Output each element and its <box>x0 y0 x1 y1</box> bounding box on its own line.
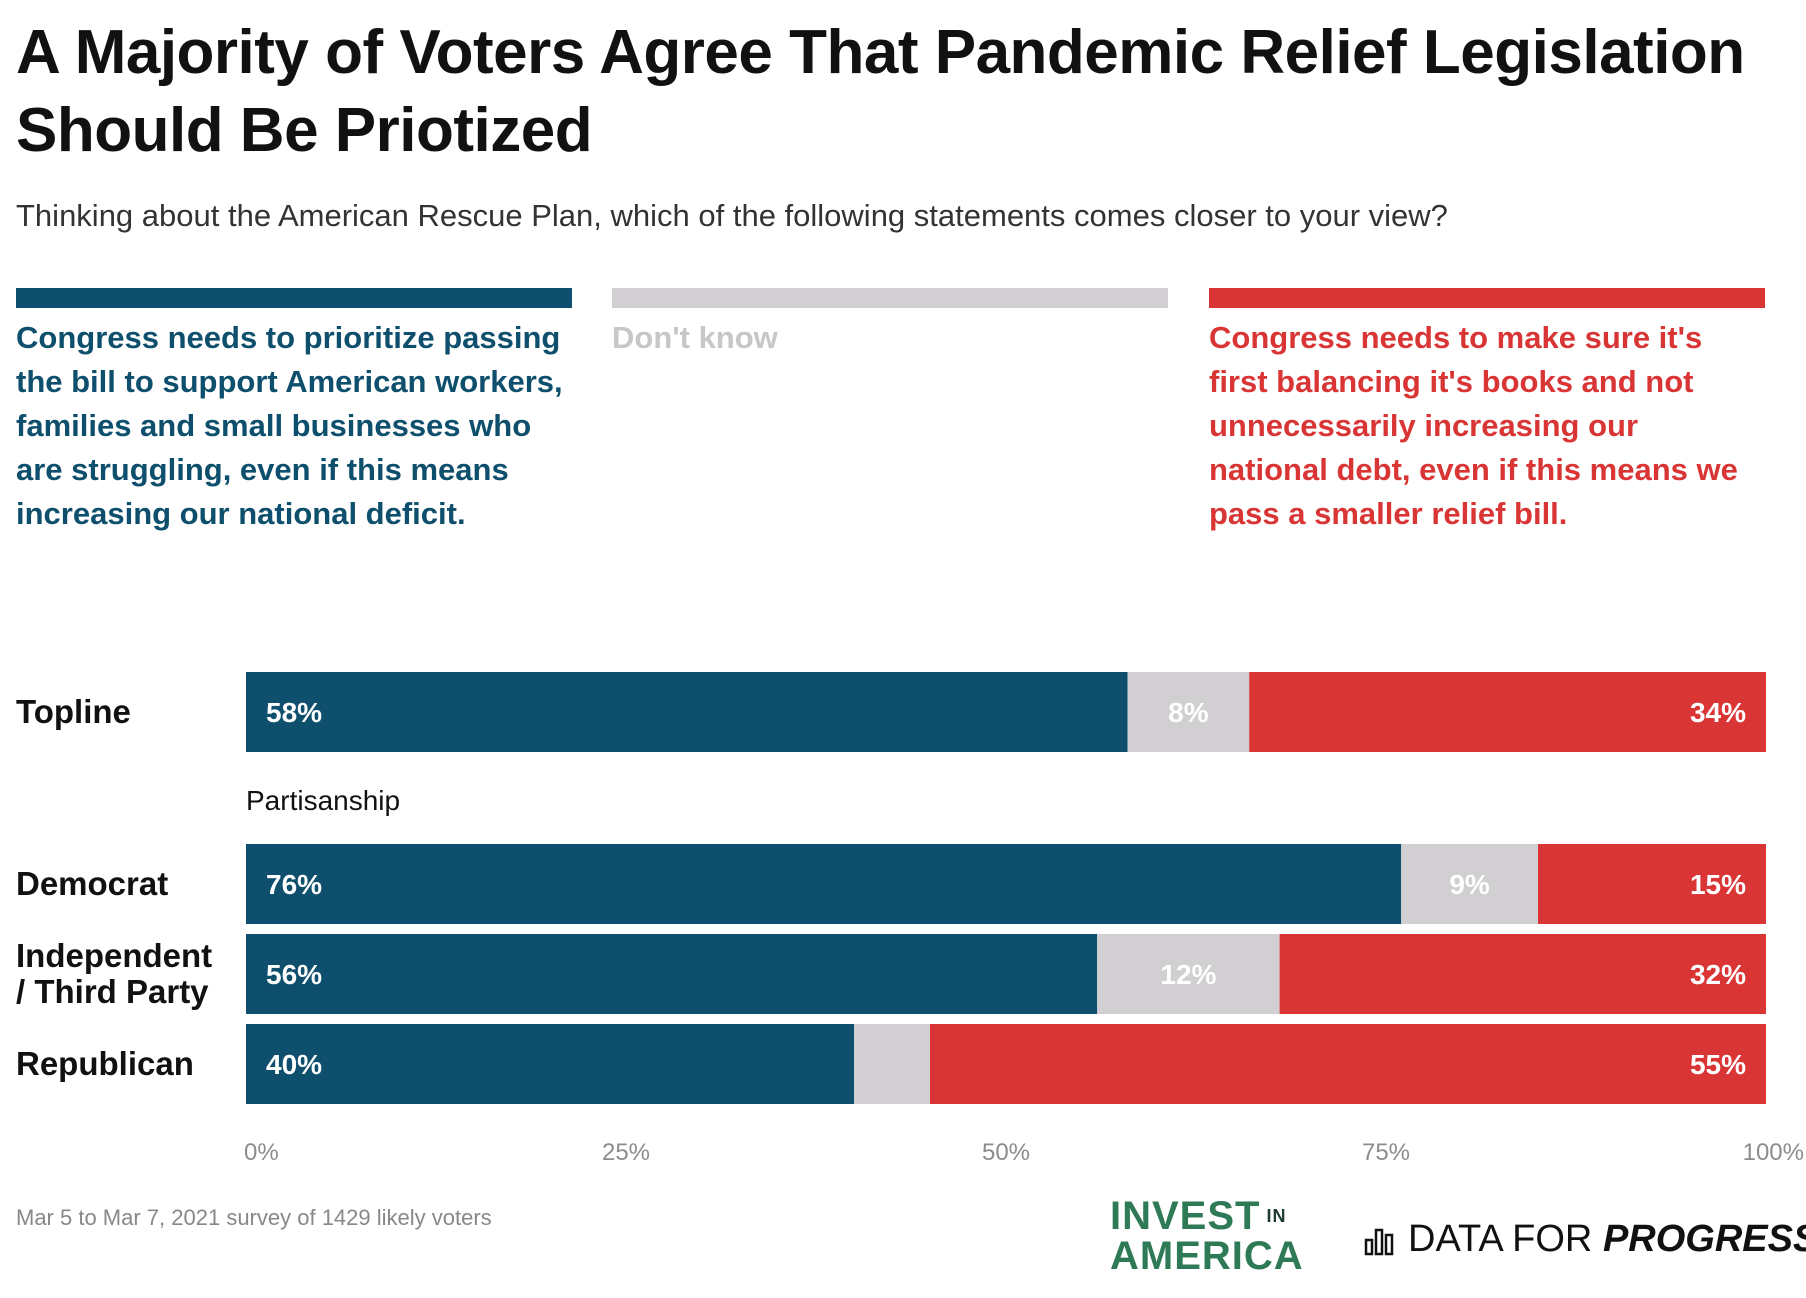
row-label-independent-line1: Independent <box>16 937 213 974</box>
bar-republican-prioritize <box>246 1024 854 1104</box>
bar-democrat-balance <box>1538 844 1766 924</box>
chart-subtitle: Thinking about the American Rescue Plan,… <box>16 198 1448 233</box>
value-label-independent-balance: 32% <box>1690 959 1746 990</box>
value-label-topline-balance: 34% <box>1690 697 1746 728</box>
x-tick-label: 0% <box>244 1139 279 1166</box>
value-label-republican-prioritize: 40% <box>266 1049 322 1080</box>
bar-independent-dont-know <box>1097 934 1280 1014</box>
value-label-democrat-balance: 15% <box>1690 869 1746 900</box>
value-label-independent-dont-know: 12% <box>1160 959 1216 990</box>
bar-democrat-dont-know <box>1401 844 1538 924</box>
bar-topline-dont-know <box>1127 672 1250 752</box>
legend-dont-know: Don't know <box>612 288 1168 360</box>
legend-label-balance: Congress needs to make sure it's first b… <box>1209 320 1738 531</box>
value-label-republican-balance: 55% <box>1690 1049 1746 1080</box>
legend-balance: Congress needs to make sure it's first b… <box>1209 288 1765 536</box>
invest-logo-in: IN <box>1266 1206 1287 1226</box>
invest-logo-america: AMERICA <box>1110 1234 1304 1278</box>
x-tick-label: 75% <box>1362 1139 1410 1166</box>
value-label-independent-prioritize: 56% <box>266 959 322 990</box>
legend-swatch-balance <box>1209 288 1765 308</box>
x-tick-label: 50% <box>982 1139 1030 1166</box>
legend-prioritize: Congress needs to prioritize passing the… <box>16 288 572 536</box>
bar-topline-balance <box>1249 672 1766 752</box>
x-tick-label: 100% <box>1743 1139 1804 1166</box>
value-label-topline-prioritize: 58% <box>266 697 322 728</box>
row-label-topline: Topline <box>16 693 131 730</box>
data-for-progress-logo: DATA FOR PROGRESS <box>1364 1218 1806 1261</box>
bar-independent-balance <box>1279 934 1766 1014</box>
row-label-independent-line2: / Third Party <box>16 973 209 1010</box>
bar-independent-prioritize <box>246 934 1098 1014</box>
group-label-partisanship: Partisanship <box>246 785 401 816</box>
invest-logo-word: INVEST <box>1110 1194 1261 1238</box>
row-label-democrat: Democrat <box>16 865 169 902</box>
row-label-independent: Independent / Third Party <box>16 938 212 1010</box>
dfp-logo-regular: DATA FOR <box>1408 1218 1593 1260</box>
bar-democrat-prioritize <box>246 844 1402 924</box>
value-label-democrat-dont-know: 9% <box>1449 869 1490 900</box>
bar-republican-dont-know <box>854 1024 930 1104</box>
invest-in-america-logo: INVEST IN AMERICA <box>1110 1196 1304 1276</box>
chart-title: A Majority of Voters Agree That Pandemic… <box>16 18 1745 165</box>
bar-chart-icon <box>1364 1228 1394 1256</box>
x-tick-label: 25% <box>602 1139 650 1166</box>
row-label-republican: Republican <box>16 1045 194 1082</box>
bar-topline-prioritize <box>246 672 1128 752</box>
footnote: Mar 5 to Mar 7, 2021 survey of 1429 like… <box>16 1205 492 1230</box>
legend-swatch-dont-know <box>612 288 1168 308</box>
value-label-democrat-prioritize: 76% <box>266 869 322 900</box>
dfp-logo-bold: PROGRESS <box>1602 1218 1806 1260</box>
legend-label-prioritize: Congress needs to prioritize passing the… <box>16 320 563 531</box>
legend-swatch-prioritize <box>16 288 572 308</box>
value-label-topline-dont-know: 8% <box>1168 697 1209 728</box>
bar-republican-balance <box>930 1024 1766 1104</box>
legend-label-dont-know: Don't know <box>612 320 778 355</box>
